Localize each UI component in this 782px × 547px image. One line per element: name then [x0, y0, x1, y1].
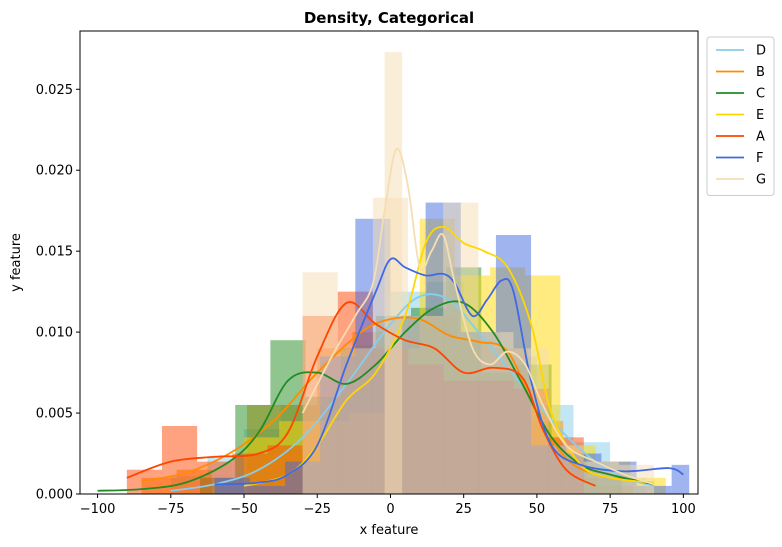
y-tick-label: 0.005 [36, 407, 73, 422]
chart-title: Density, Categorical [304, 9, 474, 27]
density-line-g [301, 147, 655, 486]
legend-box [706, 36, 775, 196]
bar-g-1 [337, 348, 373, 494]
x-tick-label: 50 [529, 502, 546, 517]
x-tick-label: −25 [304, 502, 331, 517]
bar-g-6 [478, 332, 514, 494]
legend-label-c: C [756, 87, 765, 102]
legend-label-g: G [756, 173, 766, 188]
density-line-b [141, 316, 655, 484]
x-tick-label: −50 [230, 502, 257, 517]
density-line-e [243, 225, 655, 487]
y-tick-label: 0.020 [36, 164, 73, 179]
bar-f-1 [249, 485, 286, 494]
bar-f-13 [671, 464, 690, 494]
density-line-a [126, 301, 596, 487]
x-tick-label: 75 [602, 502, 619, 517]
bar-g-3 [384, 52, 403, 495]
x-tick-label: −75 [157, 502, 184, 517]
density-line-d [170, 293, 655, 492]
legend-label-b: B [756, 65, 765, 80]
x-tick-label: 0 [386, 502, 394, 517]
density-lines [97, 147, 684, 492]
x-axis-label: x feature [360, 523, 419, 538]
legend-label-d: D [756, 44, 766, 59]
y-tick-label: 0.010 [36, 326, 73, 341]
y-axis-ticks: 0.000 0.005 0.010 0.015 0.020 0.025 [36, 83, 80, 503]
legend-label-f: F [756, 151, 763, 166]
x-axis-ticks: −100 −75 −50 −25 0 25 50 75 100 [80, 494, 696, 517]
legend-label-e: E [756, 108, 764, 123]
x-tick-label: 100 [671, 502, 696, 517]
y-axis-label: y feature [9, 233, 24, 292]
y-tick-label: 0.025 [36, 83, 73, 98]
y-tick-label: 0.015 [36, 245, 73, 260]
legend-label-a: A [756, 130, 765, 145]
x-tick-label: 25 [455, 502, 472, 517]
x-tick-label: −100 [80, 502, 116, 517]
y-tick-label: 0.000 [36, 488, 73, 503]
plot-frame [79, 30, 699, 495]
